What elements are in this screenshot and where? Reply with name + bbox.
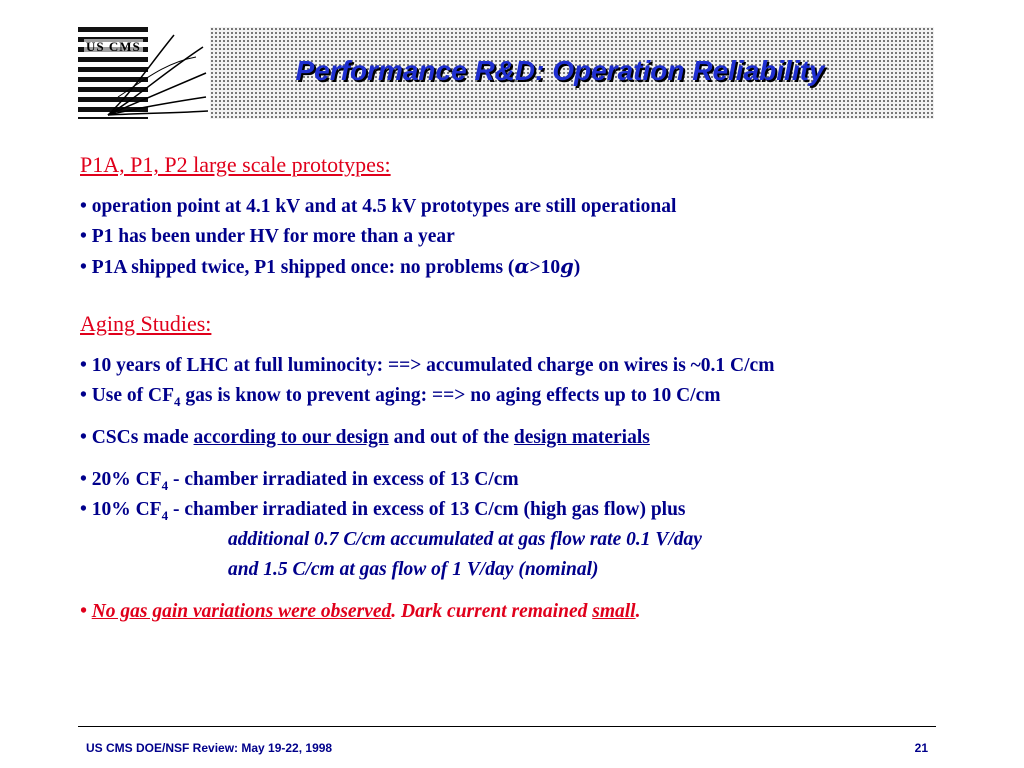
page-title: Performance R&D: Operation Reliability xyxy=(295,55,825,86)
bullet-20cf4-pre: • 20% CF xyxy=(80,469,162,490)
bullet-no-gain: • No gas gain variations were observed. … xyxy=(80,597,1010,627)
bullet-cscs: • CSCs made according to our design and … xyxy=(80,423,1010,453)
bullet-shipped-text: • P1A shipped twice, P1 shipped once: no… xyxy=(80,257,515,278)
bullet-no-gain-post: . xyxy=(635,601,641,622)
cms-logo-icon: US CMS xyxy=(78,27,210,119)
header-banner: US CMS Performance R&D: Operation Reliab… xyxy=(78,27,934,119)
page-number: 21 xyxy=(914,741,928,755)
bullet-20cf4-post: - chamber irradiated in excess of 13 C/c… xyxy=(168,469,519,490)
section-heading-prototypes: P1A, P1, P2 large scale prototypes: xyxy=(80,152,391,177)
dark-current-text: . Dark current remained xyxy=(391,601,593,622)
bullet-shipped: • P1A shipped twice, P1 shipped once: no… xyxy=(80,252,1010,283)
bullet-cf4-pre: • Use of CF xyxy=(80,385,175,406)
small-text: small xyxy=(592,601,636,622)
alpha-symbol: α xyxy=(514,255,530,278)
section-heading-aging: Aging Studies: xyxy=(80,311,212,336)
footer-divider xyxy=(78,726,936,727)
g-symbol: g xyxy=(560,255,574,278)
cf4-subscript: 4 xyxy=(161,477,169,493)
slide-content: P1A, P1, P2 large scale prototypes: • op… xyxy=(80,150,1010,627)
bullet-operation-point: • operation point at 4.1 kV and at 4.5 k… xyxy=(80,196,677,217)
bullet-cscs-pre: • CSCs made xyxy=(80,427,194,448)
footer-text: US CMS DOE/NSF Review: May 19-22, 1998 xyxy=(86,741,333,755)
according-design-text: according to our design xyxy=(193,427,389,448)
bullet-cf4: • Use of CF4 gas is know to prevent agin… xyxy=(80,381,1010,411)
design-materials-text: design materials xyxy=(513,427,650,448)
bullet-10cf4: • 10% CF4 - chamber irradiated in excess… xyxy=(80,495,1010,525)
bullet-shipped-gt: >10 xyxy=(529,257,561,278)
bullet-hv: • P1 has been under HV for more than a y… xyxy=(80,226,455,247)
logo-text: US CMS xyxy=(84,39,143,55)
bullet-cscs-mid: and out of the xyxy=(388,427,514,448)
bullet-cf4-post: gas is know to prevent aging: ==> no agi… xyxy=(180,385,721,406)
indent-nominal: and 1.5 C/cm at gas flow of 1 V/day (nom… xyxy=(228,559,599,580)
bullet-10cf4-post: - chamber irradiated in excess of 13 C/c… xyxy=(168,499,686,520)
cf4-subscript: 4 xyxy=(161,507,169,523)
bullet-lhc: • 10 years of LHC at full luminocity: ==… xyxy=(80,355,775,376)
bullet-no-gain-pre: • xyxy=(80,601,92,622)
indent-additional: additional 0.7 C/cm accumulated at gas f… xyxy=(228,529,702,550)
bullet-10cf4-pre: • 10% CF xyxy=(80,499,162,520)
no-gain-text: No gas gain variations were observed xyxy=(91,601,392,622)
cf4-subscript: 4 xyxy=(174,393,181,409)
bullet-20cf4: • 20% CF4 - chamber irradiated in excess… xyxy=(80,465,1010,495)
bullet-shipped-close: ) xyxy=(573,257,581,278)
